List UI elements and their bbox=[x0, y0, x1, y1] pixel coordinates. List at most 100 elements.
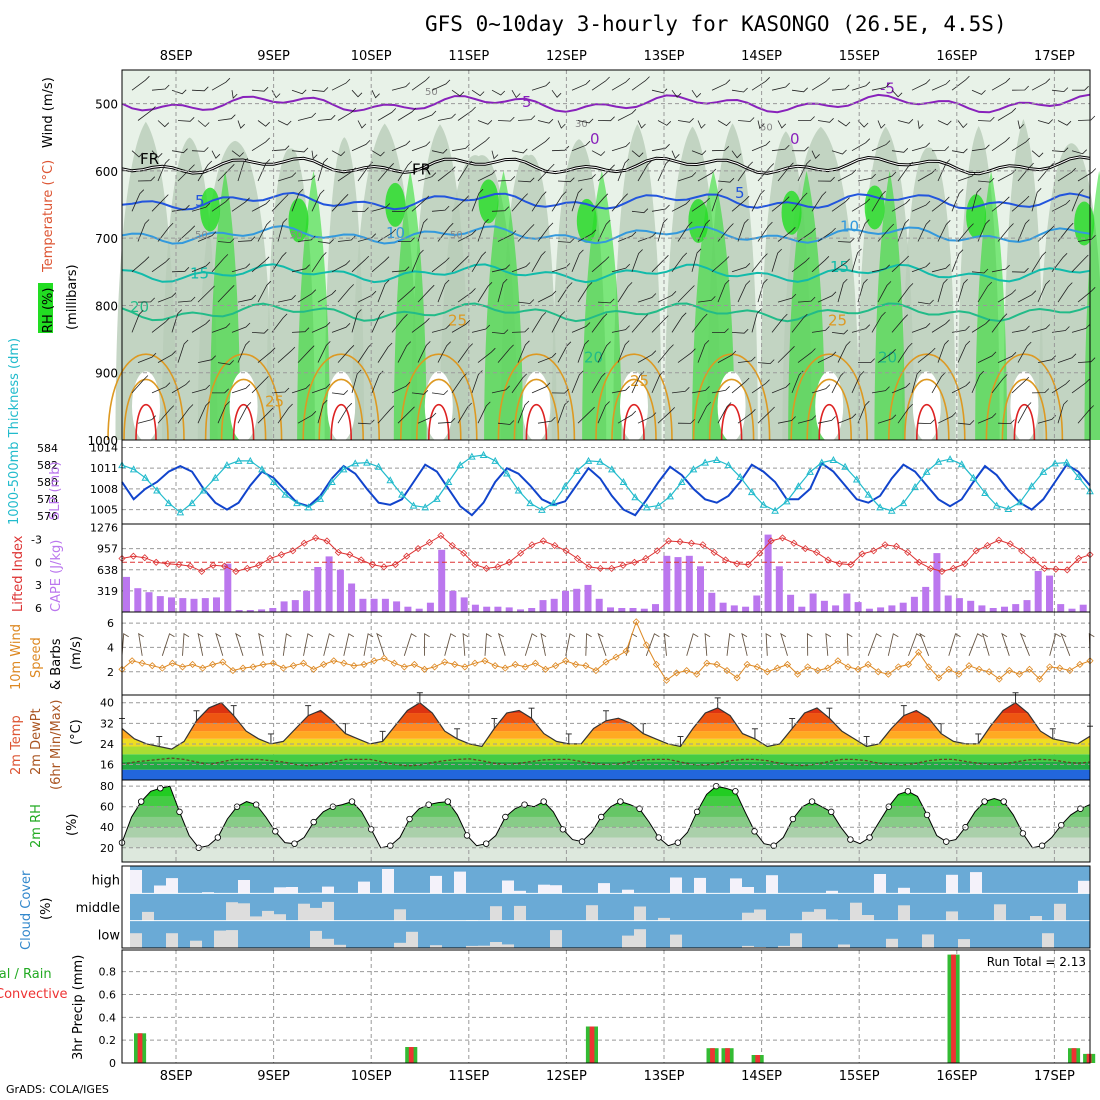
wind-barb bbox=[1051, 147, 1069, 153]
rh-point bbox=[674, 839, 682, 846]
wind-barb bbox=[798, 116, 815, 121]
contour-label: 20 bbox=[878, 349, 897, 367]
cloud-cell bbox=[238, 880, 250, 894]
contour-label: 0 bbox=[590, 130, 600, 148]
wind-barb bbox=[231, 263, 251, 273]
surface-wind-barb bbox=[376, 632, 385, 656]
surface-wind-barb bbox=[968, 633, 983, 656]
surface-wind-barb bbox=[887, 633, 899, 656]
lifted-index-point bbox=[209, 561, 217, 569]
cape-bar bbox=[798, 606, 806, 612]
lifted-index-point bbox=[243, 564, 251, 572]
wind-barb bbox=[511, 327, 530, 333]
rh-point bbox=[904, 788, 912, 795]
cloud-cell bbox=[1042, 933, 1054, 948]
rh-point bbox=[463, 832, 471, 839]
wind-barb bbox=[211, 254, 229, 273]
temperature-contour bbox=[121, 93, 1091, 114]
lifted-index-point bbox=[551, 541, 559, 550]
cloud-cell bbox=[226, 902, 238, 921]
thickness-point bbox=[526, 499, 535, 507]
cloud-cell bbox=[742, 912, 754, 921]
precip-convective-bar bbox=[589, 1026, 595, 1063]
cloud-cell bbox=[334, 944, 346, 948]
rh-point bbox=[732, 788, 739, 795]
wind-barb bbox=[977, 351, 997, 363]
wind-barb bbox=[977, 219, 990, 242]
wind-speed-point bbox=[138, 659, 146, 667]
temperature-band bbox=[122, 754, 1090, 762]
lifted-index-point bbox=[733, 560, 741, 568]
wind-barb bbox=[657, 159, 671, 182]
wind-barb bbox=[191, 384, 211, 394]
rh-band bbox=[122, 816, 1090, 828]
wind-speed-point bbox=[794, 670, 802, 678]
rh-point bbox=[828, 808, 835, 816]
wind-barb bbox=[811, 77, 831, 91]
wind-barb bbox=[477, 218, 489, 242]
cloud-cell bbox=[730, 878, 742, 894]
lifted-index-line bbox=[121, 534, 1091, 572]
wind-barb bbox=[531, 251, 546, 272]
lifted-index-point bbox=[186, 562, 194, 570]
surface-wind-barb bbox=[908, 633, 922, 656]
wind-barb bbox=[417, 172, 437, 182]
wind-barb bbox=[331, 323, 351, 333]
rh-point bbox=[981, 798, 988, 805]
wind-barb bbox=[317, 157, 328, 182]
thickness-point bbox=[398, 490, 406, 498]
rh-point bbox=[425, 801, 432, 808]
wind-barb bbox=[811, 191, 827, 212]
wind-barb bbox=[337, 235, 356, 242]
cape-bar bbox=[460, 597, 468, 612]
wind-barb bbox=[711, 79, 731, 91]
wind-barb bbox=[817, 176, 835, 182]
cape-bar bbox=[123, 576, 130, 612]
wind-barb bbox=[217, 114, 236, 121]
cape-bar bbox=[235, 610, 243, 612]
thickness-point bbox=[607, 465, 616, 473]
wind-barb bbox=[851, 248, 862, 272]
wind-barb bbox=[1011, 267, 1029, 273]
cape-bar bbox=[201, 598, 209, 612]
pressure-tick-label: 600 bbox=[95, 165, 118, 179]
wind-barb bbox=[777, 293, 797, 303]
wind-barb bbox=[917, 168, 937, 182]
wind-barb bbox=[757, 406, 775, 424]
wind-barb bbox=[991, 374, 1008, 394]
thickness-point bbox=[1004, 504, 1013, 513]
wind-barb bbox=[1031, 324, 1051, 333]
wind-barb bbox=[337, 284, 354, 303]
wind-barb bbox=[311, 383, 331, 394]
pressure-tick-label: 1000 bbox=[87, 434, 118, 448]
thickness-point bbox=[374, 462, 383, 470]
wind-barb bbox=[997, 419, 1015, 425]
wind-barb bbox=[791, 192, 808, 212]
wind-barb bbox=[231, 150, 244, 158]
precip-tick-label: 0.4 bbox=[99, 1011, 117, 1024]
wind-barb bbox=[291, 188, 304, 212]
wind-barb bbox=[611, 325, 630, 333]
wind-barb bbox=[277, 403, 293, 424]
rh-point bbox=[751, 828, 758, 835]
wind-barb bbox=[1037, 119, 1053, 124]
rh-point bbox=[252, 801, 260, 808]
temp-label-line1: 2m Temp bbox=[9, 715, 24, 775]
surface-wind-barb bbox=[919, 632, 930, 656]
cloud-cell bbox=[826, 890, 838, 894]
thickness-point bbox=[549, 499, 558, 507]
cloud-cell bbox=[1054, 903, 1066, 921]
thickness-point bbox=[234, 456, 243, 464]
cloud-cell bbox=[190, 940, 202, 948]
wind-barb bbox=[951, 189, 964, 212]
wind-barb bbox=[491, 206, 510, 212]
wind-barb bbox=[957, 223, 974, 242]
surface-wind-barb bbox=[197, 632, 204, 656]
wind-barb bbox=[897, 161, 913, 182]
thickness-point bbox=[642, 503, 651, 511]
wind-barb bbox=[957, 340, 971, 363]
wind-barb bbox=[817, 291, 837, 303]
wind-speed-point bbox=[804, 663, 812, 671]
surface-wind-barb bbox=[780, 632, 788, 656]
wind-barb bbox=[871, 386, 890, 394]
